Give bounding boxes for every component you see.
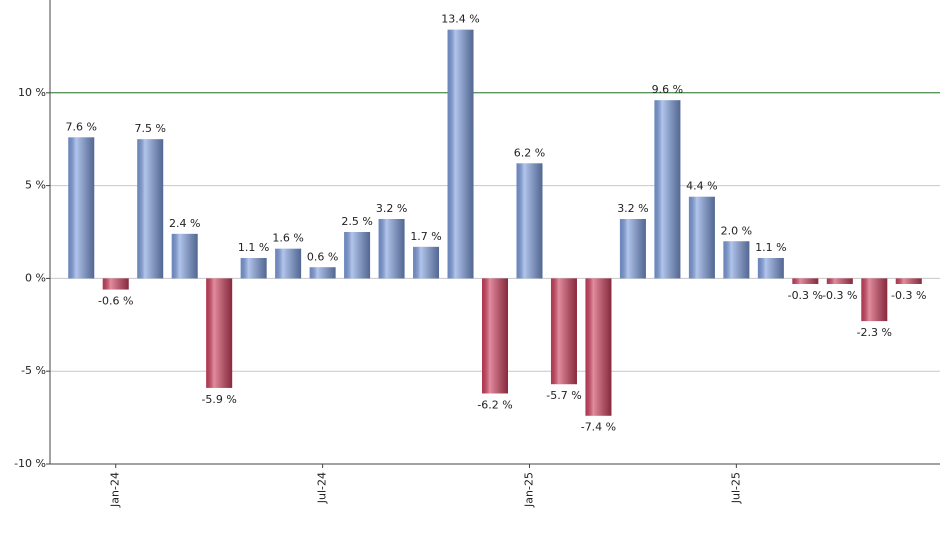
value-label: 13.4 % bbox=[441, 13, 479, 26]
bar-group bbox=[619, 219, 646, 279]
bar-shade bbox=[723, 241, 750, 279]
value-label: 2.4 % bbox=[169, 217, 200, 230]
bar-group bbox=[206, 278, 233, 388]
bar-shade bbox=[378, 219, 405, 279]
y-tick-label: 5 % bbox=[25, 179, 46, 192]
value-label: -6.2 % bbox=[477, 398, 512, 411]
value-label: 7.5 % bbox=[134, 122, 165, 135]
bar-group bbox=[585, 278, 612, 416]
x-tick-label: Jan-24 bbox=[109, 472, 122, 508]
bar-group bbox=[895, 278, 922, 284]
x-tick-label: Jul-25 bbox=[729, 472, 742, 504]
bar-shade bbox=[102, 278, 129, 290]
value-label: 6.2 % bbox=[514, 146, 545, 159]
value-label: 3.2 % bbox=[617, 202, 648, 215]
bar-group bbox=[447, 29, 474, 279]
bar-group bbox=[171, 233, 198, 279]
value-label: -0.3 % bbox=[822, 289, 857, 302]
value-label: 2.0 % bbox=[721, 224, 752, 237]
x-tick-label: Jul-24 bbox=[316, 472, 329, 504]
value-label: 1.1 % bbox=[238, 241, 269, 254]
bar-shade bbox=[482, 278, 508, 394]
bar-shade bbox=[792, 278, 819, 284]
value-label: 0.6 % bbox=[307, 250, 338, 263]
value-label: -0.3 % bbox=[788, 289, 823, 302]
value-label: 7.6 % bbox=[66, 120, 97, 133]
bar-group bbox=[723, 241, 750, 279]
value-label: -5.7 % bbox=[546, 389, 581, 402]
bar-shade bbox=[137, 139, 164, 279]
value-label: 4.4 % bbox=[686, 180, 717, 193]
bar-group bbox=[482, 278, 508, 394]
bar-group bbox=[757, 257, 784, 279]
value-label: -2.3 % bbox=[857, 326, 892, 339]
bar-group bbox=[102, 278, 129, 290]
bar-group bbox=[378, 219, 405, 279]
bar-shade bbox=[240, 257, 267, 279]
bar-shade bbox=[688, 196, 715, 279]
bar-shade bbox=[654, 100, 681, 279]
bar-group bbox=[309, 267, 336, 279]
bar-shade bbox=[447, 29, 474, 279]
bar-shade bbox=[619, 219, 646, 279]
bar-group bbox=[792, 278, 819, 284]
y-tick-label: -10 % bbox=[14, 457, 46, 470]
bar-shade bbox=[895, 278, 922, 284]
bar-shade bbox=[206, 278, 233, 388]
value-label: 9.6 % bbox=[652, 83, 683, 96]
bar-shade bbox=[275, 248, 302, 279]
bar-shade bbox=[413, 246, 440, 279]
value-label: -0.3 % bbox=[891, 289, 926, 302]
value-label: -5.9 % bbox=[201, 393, 236, 406]
value-label: 1.1 % bbox=[755, 241, 786, 254]
bar-group bbox=[516, 163, 543, 279]
bar-shade bbox=[861, 278, 888, 322]
y-tick-label: -5 % bbox=[21, 364, 46, 377]
bar-shade bbox=[585, 278, 612, 416]
x-tick-label: Jan-25 bbox=[522, 472, 535, 508]
y-tick-label: 0 % bbox=[25, 271, 46, 284]
bar-shade bbox=[344, 232, 371, 279]
bar-shade bbox=[309, 267, 336, 279]
bar-group bbox=[550, 278, 577, 385]
bar-group bbox=[344, 232, 371, 279]
bar-group bbox=[68, 137, 95, 279]
bar-group bbox=[413, 246, 440, 279]
y-tick-label: 10 % bbox=[18, 86, 46, 99]
bar-shade bbox=[550, 278, 577, 385]
value-label: 1.7 % bbox=[410, 230, 441, 243]
bar-group bbox=[826, 278, 853, 284]
value-label: -0.6 % bbox=[98, 295, 133, 308]
bar-group bbox=[688, 196, 715, 279]
bar-shade bbox=[757, 257, 784, 279]
bar-group bbox=[861, 278, 888, 322]
value-label: 2.5 % bbox=[341, 215, 372, 228]
bar-shade bbox=[171, 233, 198, 279]
value-label: -7.4 % bbox=[581, 421, 616, 434]
bar-group bbox=[275, 248, 302, 279]
value-label: 1.6 % bbox=[272, 232, 303, 245]
bar-group bbox=[654, 100, 681, 279]
bar-shade bbox=[68, 137, 95, 279]
bar-shade bbox=[516, 163, 543, 279]
value-label: 3.2 % bbox=[376, 202, 407, 215]
bar-shade bbox=[826, 278, 853, 284]
bar-group bbox=[137, 139, 164, 279]
bar-group bbox=[240, 257, 267, 279]
